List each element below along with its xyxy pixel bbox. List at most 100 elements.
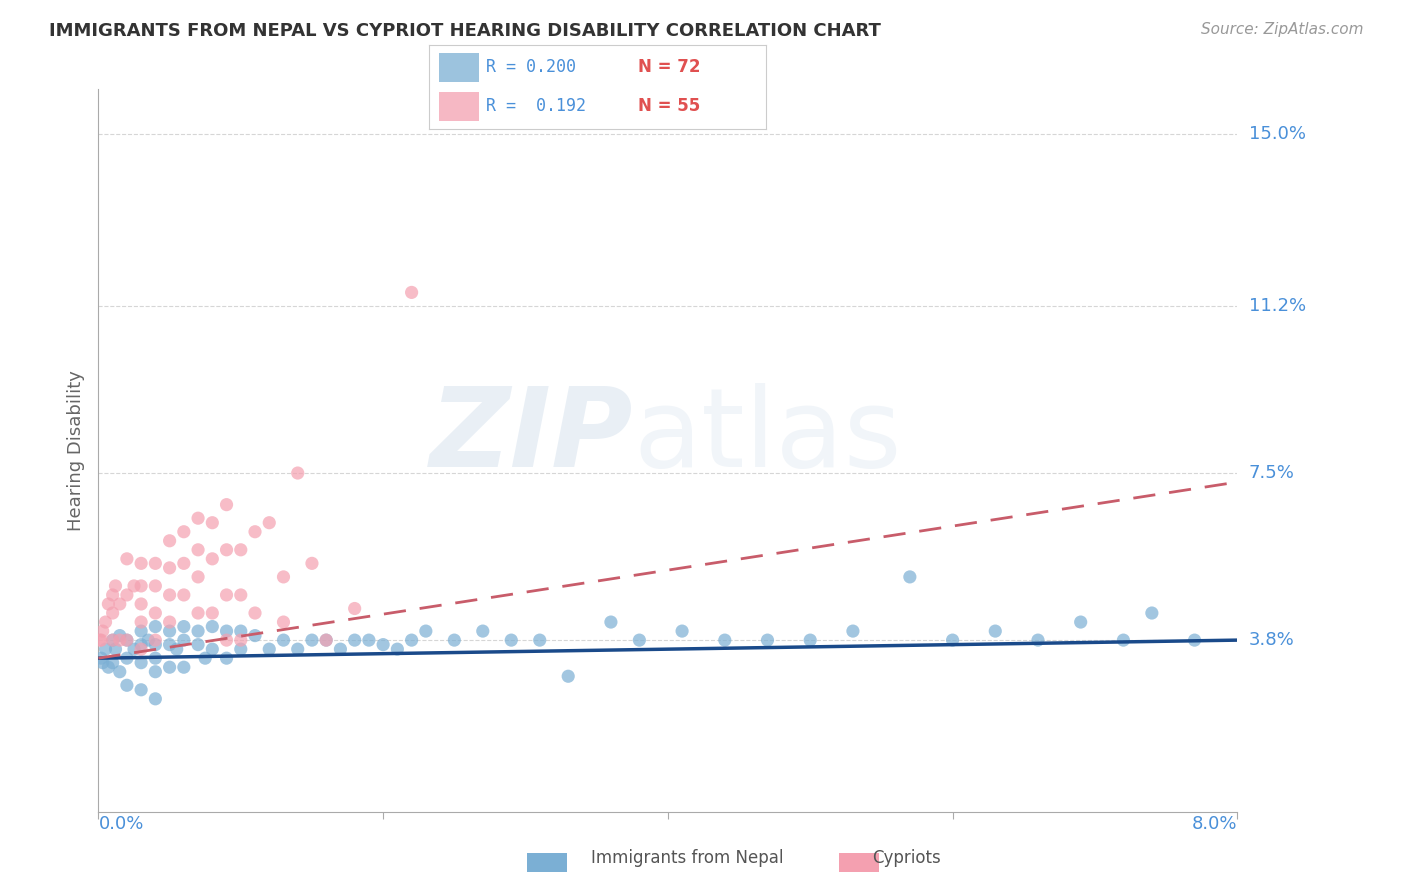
Point (187, 624, 209, 639)
Point (401, 285, 423, 300)
Point (215, 651, 238, 665)
Point (301, 557, 323, 571)
Point (387, 642, 409, 657)
Text: IMMIGRANTS FROM NEPAL VS CYPRIOT HEARING DISABILITY CORRELATION CHART: IMMIGRANTS FROM NEPAL VS CYPRIOT HEARING… (49, 22, 882, 40)
Point (215, 588, 238, 602)
Point (259, 642, 281, 657)
Point (145, 633, 167, 648)
Point (401, 633, 423, 648)
Point (145, 665, 167, 679)
Point (159, 533, 181, 548)
Point (115, 633, 138, 648)
Point (145, 557, 167, 571)
Point (159, 638, 181, 652)
Point (201, 606, 224, 620)
Bar (439, 92, 479, 120)
Point (756, 633, 779, 648)
Point (166, 642, 188, 657)
Point (173, 619, 195, 633)
Point (90, 633, 112, 648)
Point (187, 638, 209, 652)
Point (90, 651, 112, 665)
Point (273, 570, 295, 584)
Y-axis label: Hearing Disability: Hearing Disability (66, 370, 84, 531)
Point (243, 524, 266, 539)
Point (1140, 606, 1163, 620)
Point (1184, 633, 1206, 648)
Point (173, 557, 195, 571)
Point (91, 624, 114, 639)
Point (471, 624, 494, 639)
Point (501, 633, 523, 648)
Text: 7.5%: 7.5% (1249, 464, 1295, 482)
Point (94, 642, 117, 657)
Point (145, 691, 167, 706)
Text: 3.8%: 3.8% (1249, 632, 1295, 649)
Point (97, 660, 120, 674)
Point (329, 642, 352, 657)
Point (101, 633, 124, 648)
Point (201, 642, 224, 657)
Point (145, 606, 167, 620)
Point (273, 633, 295, 648)
Point (1112, 633, 1135, 648)
Point (91, 656, 114, 670)
Point (115, 678, 138, 692)
Point (557, 669, 579, 683)
Point (799, 633, 821, 648)
Point (108, 633, 131, 648)
Point (229, 624, 252, 639)
Point (89, 633, 111, 648)
Bar (439, 54, 479, 82)
Point (714, 633, 737, 648)
Point (159, 588, 181, 602)
Point (1070, 615, 1092, 629)
Point (159, 561, 181, 575)
Text: R = 0.200: R = 0.200 (486, 59, 576, 77)
Point (229, 588, 252, 602)
Point (108, 629, 131, 643)
Point (104, 579, 127, 593)
Point (287, 466, 309, 480)
Point (273, 615, 295, 629)
Point (145, 638, 167, 652)
Text: 8.0%: 8.0% (1192, 815, 1237, 833)
Text: Immigrants from Nepal: Immigrants from Nepal (591, 849, 783, 867)
Text: R =  0.192: R = 0.192 (486, 97, 586, 115)
Point (115, 588, 138, 602)
Point (159, 615, 181, 629)
Point (243, 629, 266, 643)
Point (357, 633, 380, 648)
Point (101, 633, 124, 648)
Point (129, 642, 152, 657)
Text: atlas: atlas (634, 383, 903, 490)
Point (101, 606, 124, 620)
Point (259, 516, 281, 530)
Point (201, 551, 224, 566)
Point (343, 633, 366, 648)
Point (842, 624, 865, 639)
Point (898, 570, 921, 584)
Point (173, 660, 195, 674)
Point (129, 579, 152, 593)
Point (229, 642, 252, 657)
Text: N = 55: N = 55 (638, 97, 700, 115)
Point (343, 601, 366, 615)
Point (443, 633, 465, 648)
Point (315, 633, 337, 648)
Point (194, 651, 217, 665)
Point (159, 624, 181, 639)
Point (94, 615, 117, 629)
Point (187, 511, 209, 525)
Point (173, 588, 195, 602)
Point (201, 516, 224, 530)
Point (129, 597, 152, 611)
Text: ZIP: ZIP (430, 383, 634, 490)
Point (115, 633, 138, 648)
Point (108, 597, 131, 611)
Point (122, 642, 145, 657)
Point (129, 557, 152, 571)
Point (187, 570, 209, 584)
Point (104, 642, 127, 657)
Point (136, 633, 159, 648)
